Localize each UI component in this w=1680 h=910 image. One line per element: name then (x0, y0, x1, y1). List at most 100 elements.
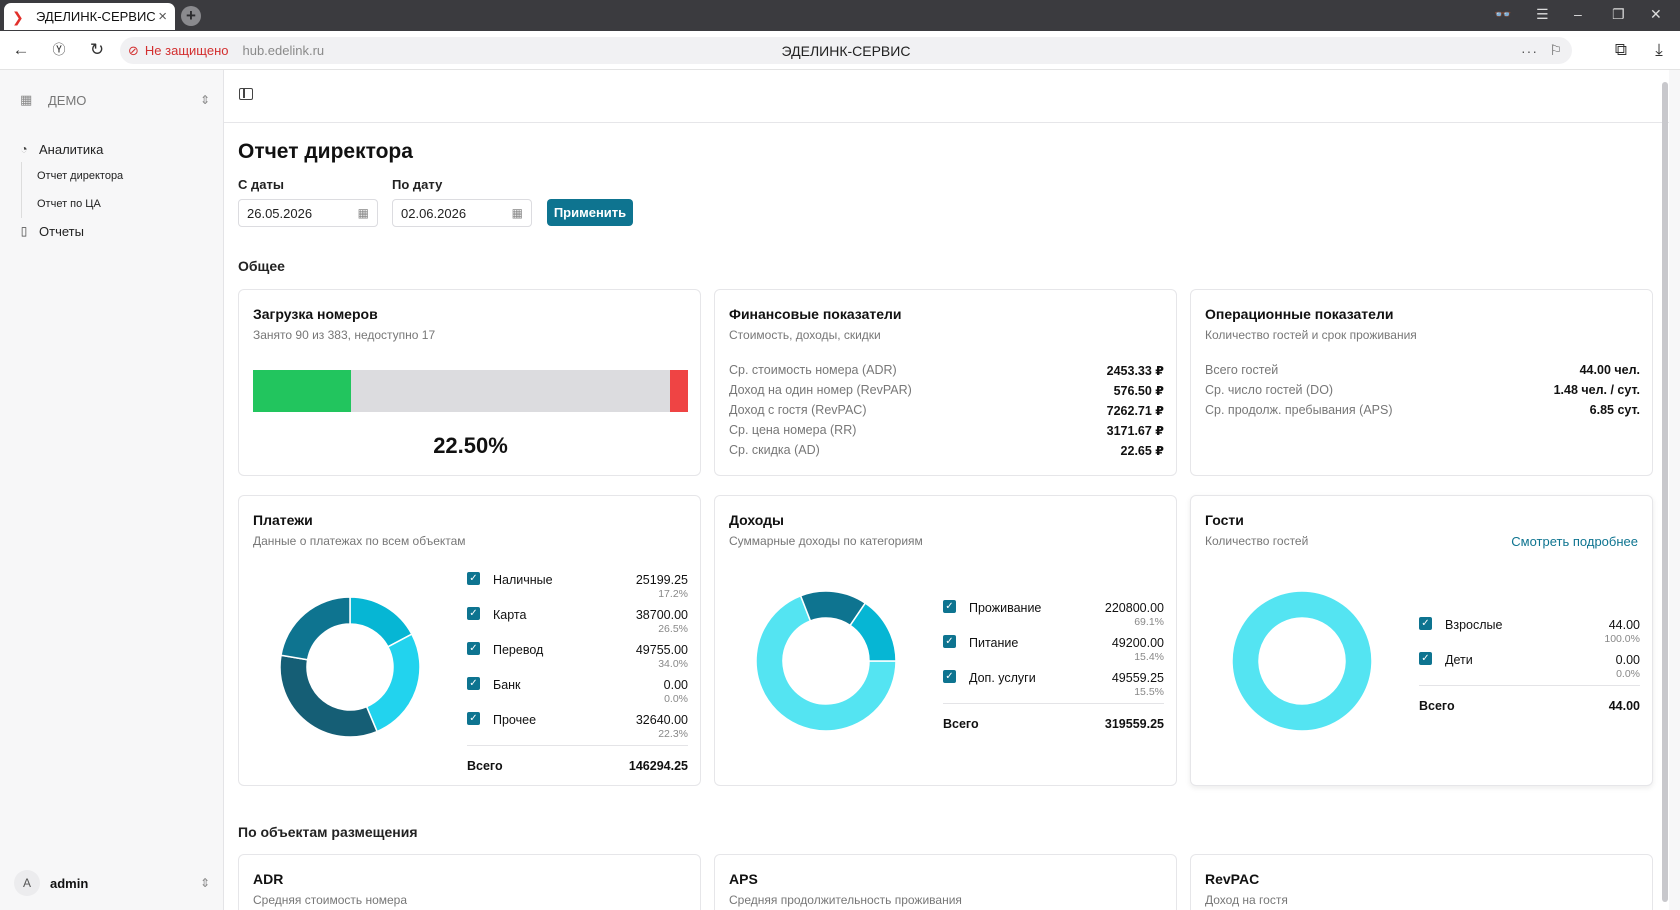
user-name: admin (50, 875, 89, 891)
legend-checkbox[interactable]: ✓ (943, 670, 956, 683)
legend-value: 49755.00 (635, 643, 688, 657)
legend-label: Доп. услуги (969, 671, 1036, 685)
income-card: Доходы Суммарные доходы по категориям ✓ П… (714, 495, 1177, 786)
legend-item[interactable]: ✓ Взрослые 44.00 100.0% (1419, 617, 1640, 651)
legend-item[interactable]: ✓ Наличные 25199.25 17.2% (467, 572, 688, 606)
section-objects-title: По объектам размещения (238, 824, 418, 840)
restore-icon[interactable]: ❐ (1612, 6, 1625, 22)
org-switcher[interactable]: ▦ ДЕМО ⇕ (14, 86, 210, 114)
sidebar-item-label: Отчет по ЦА (37, 198, 101, 210)
back-icon[interactable]: ← (12, 40, 30, 59)
metric-label: Всего гостей (1205, 363, 1279, 377)
legend-value: 25199.25 (635, 573, 688, 587)
legend-item[interactable]: ✓ Карта 38700.00 26.5% (467, 607, 688, 641)
donut-slice[interactable] (365, 633, 421, 733)
sidebar-item-reports[interactable]: ▯ Отчеты (14, 218, 210, 244)
legend-percent: 26.5% (658, 623, 688, 635)
chevron-updown-icon: ⇕ (199, 876, 210, 890)
legend-checkbox[interactable]: ✓ (1419, 617, 1432, 630)
legend-item[interactable]: ✓ Прочее 32640.00 22.3% (467, 712, 688, 746)
to-date-input[interactable]: 02.06.2026 ▦ (392, 199, 532, 227)
card-subtitle: Количество гостей и срок проживания (1205, 328, 1417, 342)
legend-item[interactable]: ✓ Питание 49200.00 15.4% (943, 635, 1164, 669)
legend-item[interactable]: ✓ Банк 0.00 0.0% (467, 677, 688, 711)
metric-value: 44.00 чел. (1579, 363, 1640, 377)
reading-mode-icon[interactable]: 👓 (1494, 6, 1512, 22)
legend-checkbox[interactable]: ✓ (467, 712, 480, 725)
legend-checkbox[interactable]: ✓ (467, 642, 480, 655)
sidebar-item-audience-report[interactable]: Отчет по ЦА (37, 190, 210, 218)
occupancy-card: Загрузка номеров Занято 90 из 383, недос… (238, 289, 701, 476)
sidebar-item-analytics[interactable]: ◔ Аналитика (14, 136, 210, 162)
metric-value: 3171.67 ₽ (1106, 424, 1164, 438)
reload-icon[interactable]: ↻ (89, 40, 105, 59)
legend-checkbox[interactable]: ✓ (467, 607, 480, 620)
card-title: Платежи (253, 512, 313, 528)
card-title: Загрузка номеров (253, 306, 378, 322)
downloads-icon[interactable]: ⤓ (1655, 40, 1663, 59)
metric-row: Доход на один номер (RevPAR) 576.50 ₽ (729, 383, 1164, 398)
bookmark-icon[interactable]: ⚐ (1549, 42, 1562, 58)
sidebar-item-director-report[interactable]: Отчет директора (37, 162, 210, 190)
legend-percent: 0.0% (1616, 668, 1640, 680)
legend-checkbox[interactable]: ✓ (943, 600, 956, 613)
tab-close-icon[interactable]: × (158, 8, 167, 25)
payments-donut-chart (279, 596, 421, 738)
payments-card: Платежи Данные о платежах по всем объект… (238, 495, 701, 786)
metric-label: Доход на один номер (RevPAR) (729, 383, 912, 397)
legend-total-value: 44.00 (1608, 699, 1640, 713)
legend-item[interactable]: ✓ Перевод 49755.00 34.0% (467, 642, 688, 676)
browser-toolbar: ← Ⓨ ↻ ⊘ Не защищено hub.edelink.ru ЭДЕЛИ… (0, 31, 1680, 70)
minimize-icon[interactable]: – (1574, 6, 1582, 22)
calendar-icon[interactable]: ▦ (357, 206, 369, 220)
legend-checkbox[interactable]: ✓ (467, 677, 480, 690)
main-header (224, 70, 1669, 123)
donut-slice[interactable] (279, 654, 379, 738)
avatar: A (14, 870, 40, 896)
address-bar[interactable]: ⊘ Не защищено hub.edelink.ru ЭДЕЛИНК-СЕР… (120, 37, 1572, 64)
collections-icon[interactable]: ⧉ (1614, 40, 1628, 59)
donut-slice[interactable] (1231, 590, 1373, 732)
apply-button[interactable]: Применить (547, 199, 633, 226)
sidebar-toggle-icon[interactable] (239, 88, 253, 100)
menu-icon[interactable]: ☰ (1536, 6, 1549, 22)
legend-checkbox[interactable]: ✓ (943, 635, 956, 648)
metric-row: Ср. скидка (AD) 22.65 ₽ (729, 443, 1164, 458)
from-date-input[interactable]: 26.05.2026 ▦ (238, 199, 378, 227)
legend-checkbox[interactable]: ✓ (1419, 652, 1432, 665)
legend-item[interactable]: ✓ Доп. услуги 49559.25 15.5% (943, 670, 1164, 704)
occupancy-bar-occupied (253, 370, 351, 412)
yandex-icon[interactable]: Ⓨ (52, 42, 66, 57)
calendar-icon[interactable]: ▦ (511, 206, 523, 220)
security-label[interactable]: Не защищено (144, 43, 229, 58)
browser-tab[interactable]: ❯ ЭДЕЛИНК-СЕРВИС × (4, 3, 175, 30)
card-subtitle: Средняя стоимость номера (253, 893, 408, 907)
legend-percent: 22.3% (658, 728, 688, 740)
legend-item[interactable]: ✓ Проживание 220800.00 69.1% (943, 600, 1164, 634)
legend-value: 38700.00 (635, 608, 688, 622)
legend-label: Карта (493, 608, 527, 622)
legend-item[interactable]: ✓ Дети 0.00 0.0% (1419, 652, 1640, 686)
guests-details-link[interactable]: Смотреть подробнее (1511, 534, 1638, 549)
scrollbar[interactable] (1661, 82, 1669, 902)
document-icon: ▯ (20, 224, 28, 238)
metric-value: 6.85 сут. (1589, 403, 1640, 417)
more-icon[interactable]: ··· (1521, 42, 1538, 59)
scrollbar-thumb[interactable] (1662, 82, 1668, 902)
object-card-revpac: RevPAC Доход на гостя (1190, 854, 1653, 910)
legend-label: Наличные (493, 573, 553, 587)
new-tab-button[interactable]: + (181, 6, 201, 26)
donut-slice[interactable] (280, 596, 351, 661)
donut-slice[interactable] (755, 594, 897, 732)
legend-checkbox[interactable]: ✓ (467, 572, 480, 585)
metric-value: 1.48 чел. / сут. (1553, 383, 1640, 397)
user-menu[interactable]: A admin ⇕ (14, 868, 210, 898)
legend-total-row: Всего 146294.25 (467, 759, 688, 773)
window-close-icon[interactable]: ✕ (1650, 6, 1662, 22)
metric-row: Ср. продолж. пребывания (APS) 6.85 сут. (1205, 403, 1640, 417)
from-date-label: С даты (238, 177, 284, 192)
object-card-aps: APS Средняя продолжительность проживания (714, 854, 1177, 910)
donut-slice[interactable] (849, 602, 897, 662)
legend-total-value: 319559.25 (1104, 717, 1164, 731)
object-card-adr: ADR Средняя стоимость номера (238, 854, 701, 910)
